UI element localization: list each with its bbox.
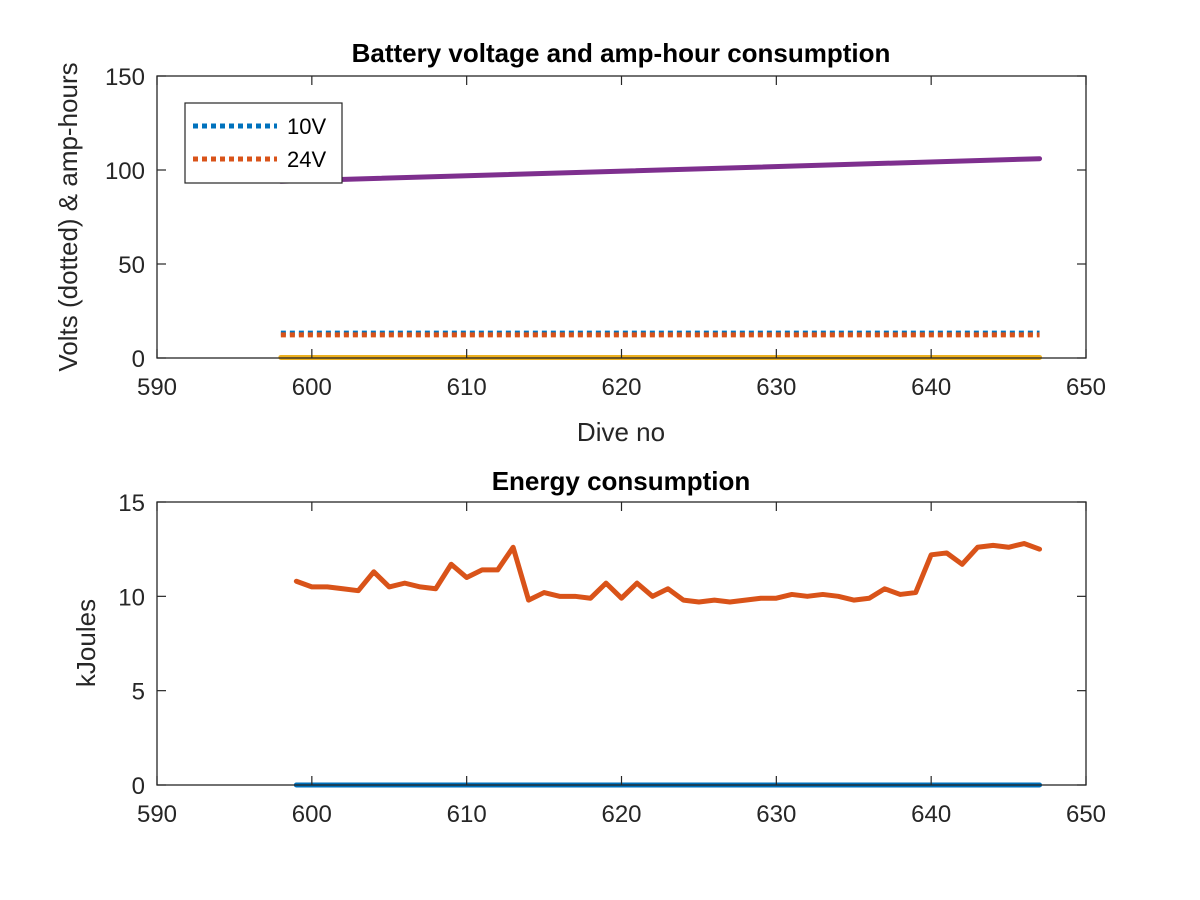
tick-layer: 590 600 610 620 630 640 650 0 5 10 15: [118, 490, 1106, 828]
y-tick-label: 0: [132, 773, 145, 800]
x-tick-label: 630: [756, 801, 796, 828]
plot-title: Energy consumption: [492, 466, 751, 496]
voltage-amphour-plot: Battery voltage and amp-hour consumption…: [53, 38, 1106, 447]
y-axis-label: Volts (dotted) & amp-hours: [53, 62, 83, 371]
x-tick-label: 620: [601, 374, 641, 401]
x-tick-label: 610: [447, 801, 487, 828]
legend-label-24v: 24V: [287, 147, 326, 172]
x-tick-label: 640: [911, 801, 951, 828]
x-tick-label: 640: [911, 374, 951, 401]
series-line-0: [293, 541, 1043, 605]
tick-layer: 590 600 610 620 630 640 650 0 50 100 150: [105, 64, 1106, 401]
energy-consumption-plot: Energy consumption 590 600 610 620 630 640 650…: [71, 466, 1106, 828]
axes-frame: [156, 501, 1087, 786]
series-layer: [278, 156, 1043, 360]
x-tick-label: 590: [137, 374, 177, 401]
y-tick-label: 5: [132, 679, 145, 706]
series-layer: [293, 541, 1043, 788]
plot-title: Battery voltage and amp-hour consumption: [352, 38, 891, 68]
x-tick-label: 650: [1066, 801, 1106, 828]
x-tick-label: 600: [292, 801, 332, 828]
x-tick-label: 610: [447, 374, 487, 401]
y-tick-label: 15: [118, 490, 145, 517]
y-tick-label: 10: [118, 584, 145, 611]
x-tick-label: 620: [601, 801, 641, 828]
x-tick-label: 630: [756, 374, 796, 401]
y-tick-label: 50: [118, 252, 145, 279]
legend: 10V 24V: [184, 102, 343, 184]
y-tick-label: 100: [105, 158, 145, 185]
y-tick-label: 150: [105, 64, 145, 91]
legend-box: [184, 102, 343, 184]
series-line-2: [278, 156, 1043, 184]
x-tick-label: 590: [137, 801, 177, 828]
x-tick-label: 650: [1066, 374, 1106, 401]
y-tick-label: 0: [132, 346, 145, 373]
x-axis-label: Dive no: [577, 417, 665, 447]
legend-label-10v: 10V: [287, 114, 326, 139]
y-axis-label: kJoules: [71, 599, 101, 687]
x-tick-label: 600: [292, 374, 332, 401]
